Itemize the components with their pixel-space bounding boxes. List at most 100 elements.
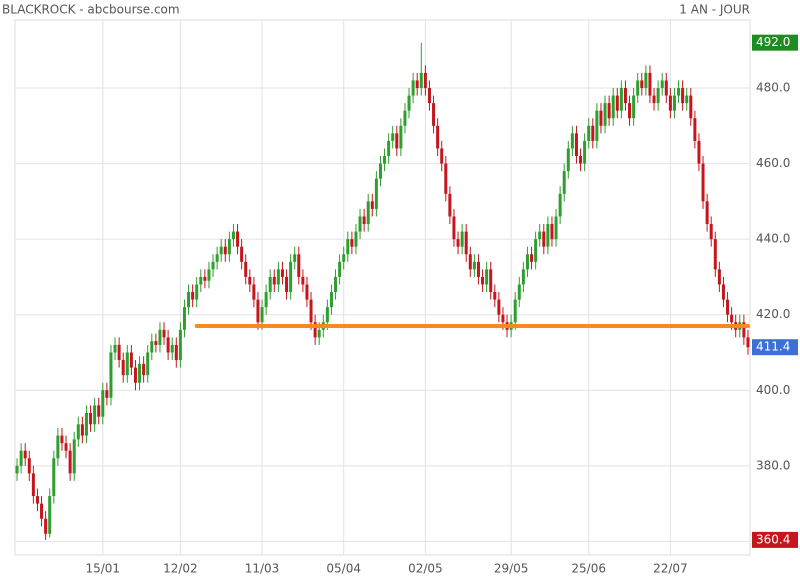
candle-body [56, 435, 60, 459]
candle-body [60, 435, 64, 444]
candle-body [534, 239, 538, 262]
candle-body [80, 424, 84, 436]
candle-body [309, 299, 313, 323]
candle-body [297, 254, 301, 277]
candle-body [182, 307, 186, 330]
candle-body [121, 360, 125, 376]
candle-body [23, 450, 27, 459]
candle-body [366, 201, 370, 225]
candle-body [150, 341, 154, 353]
candle-body [68, 450, 72, 474]
x-tick-label: 25/06 [571, 562, 606, 576]
candle-body [138, 363, 142, 383]
candle-body [501, 314, 505, 323]
candle-body [289, 261, 293, 293]
candle-body [76, 424, 80, 440]
candle-body [517, 284, 521, 300]
candle-body [423, 72, 427, 89]
candle-body [542, 231, 546, 247]
price-label: 492.0 [756, 35, 790, 49]
candle-body [693, 118, 697, 141]
candle-body [199, 276, 203, 285]
candle-body [460, 231, 464, 247]
y-tick-label: 460.0 [756, 156, 790, 170]
candle-body [236, 231, 240, 247]
candle-body [219, 246, 223, 255]
candle-body [346, 239, 350, 255]
candle-body [468, 254, 472, 270]
candle-body [387, 140, 391, 157]
candle-body [256, 299, 260, 323]
candle-body [574, 133, 578, 157]
candle-body [709, 224, 713, 240]
candle-body [476, 261, 480, 277]
price-label-box [752, 531, 798, 548]
candle-body [485, 269, 489, 285]
candle-body [166, 337, 170, 353]
candle-body [489, 269, 493, 293]
candle-body [538, 231, 542, 240]
candle-body [44, 518, 48, 534]
price-label: 411.4 [756, 340, 790, 354]
candle-body [31, 473, 35, 497]
candle-body [338, 261, 342, 277]
x-tick-label: 15/01 [85, 562, 120, 576]
candle-body [497, 299, 501, 315]
candle-body [623, 88, 627, 104]
candle-body [101, 390, 105, 417]
candle-body [717, 269, 721, 285]
candle-body [293, 254, 297, 262]
candle-body [619, 88, 623, 111]
plot-area [14, 19, 751, 556]
y-tick-label: 380.0 [756, 458, 790, 472]
candle-body [342, 254, 346, 262]
candle-body [285, 276, 289, 293]
chart-subtitle: 1 AN - JOUR [679, 3, 750, 17]
candle-body [648, 72, 652, 96]
candle-body [652, 95, 656, 104]
candle-body [72, 439, 76, 474]
candle-body [329, 292, 333, 308]
x-tick-label: 02/05 [408, 562, 443, 576]
candle-body [146, 352, 150, 376]
candle-body [154, 341, 158, 345]
candle-body [378, 163, 382, 179]
candle-body [583, 140, 587, 164]
candle-body [240, 246, 244, 262]
candle-body [260, 307, 264, 323]
candle-body [742, 322, 746, 338]
candle-body [27, 458, 31, 474]
candle-body [158, 329, 162, 345]
candle-body [587, 125, 591, 141]
candle-body [391, 133, 395, 141]
candle-body [191, 292, 195, 300]
candle-body [117, 344, 121, 361]
candle-body [599, 110, 603, 126]
candle-body [84, 412, 88, 436]
candle-body [456, 239, 460, 247]
candle-body [40, 503, 44, 519]
candle-body [15, 465, 19, 474]
candle-body [521, 269, 525, 285]
candle-body [493, 292, 497, 300]
candle-body [383, 156, 387, 164]
y-tick-label: 480.0 [756, 81, 790, 95]
candle-body [223, 246, 227, 255]
candle-body [252, 284, 256, 300]
candle-body [546, 224, 550, 247]
candle-body [452, 216, 456, 240]
candle-body [415, 80, 419, 89]
candle-body [721, 284, 725, 300]
candle-body [668, 95, 672, 111]
candle-body [677, 88, 681, 96]
candle-body [558, 193, 562, 217]
candle-body [685, 95, 689, 104]
candle-body [628, 103, 632, 119]
candle-body [464, 231, 468, 255]
candle-body [109, 352, 113, 398]
candle-body [407, 95, 411, 111]
candle-body [374, 178, 378, 209]
candle-body [280, 269, 284, 277]
candle-body [227, 239, 231, 255]
